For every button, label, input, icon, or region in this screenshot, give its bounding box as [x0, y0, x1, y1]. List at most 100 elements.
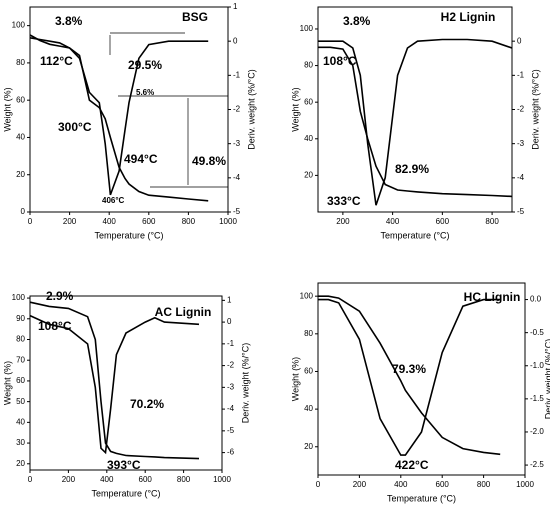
y-tick-label: 40 [304, 134, 313, 143]
x-tick-label: 200 [63, 217, 77, 226]
x-axis-label: Temperature (°C) [94, 230, 163, 240]
x-axis-label: Temperature (°C) [91, 488, 160, 498]
y2-axis-label: Deriv. weight (%/°C) [240, 343, 250, 423]
y-tick-label: 80 [16, 58, 25, 67]
y2-tick-label: -1.5 [530, 394, 544, 403]
y-tick-label: 40 [16, 417, 25, 426]
y-tick-label: 100 [12, 21, 26, 30]
y2-tick-label: -1 [233, 70, 241, 79]
annotation: 5.6% [136, 88, 154, 97]
annotation: 82.9% [395, 162, 429, 176]
x-tick-label: 600 [142, 217, 156, 226]
y-tick-label: 50 [16, 397, 25, 406]
y2-tick-label: -4 [517, 173, 525, 182]
plot-frame [317, 282, 526, 476]
y-tick-label: 90 [16, 314, 25, 323]
x-tick-label: 800 [477, 480, 491, 489]
x-tick-label: 600 [139, 475, 153, 484]
y2-tick-label: 1 [233, 2, 238, 11]
x-tick-label: 800 [485, 217, 499, 226]
annotation: 2.9% [46, 289, 74, 303]
y2-tick-label: -2 [517, 105, 525, 114]
annotation: 333°C [327, 194, 361, 208]
x-tick-label: 800 [177, 475, 191, 484]
y2-tick-label: -4 [233, 173, 241, 182]
x-tick-label: 200 [336, 217, 350, 226]
y2-tick-label: -2.0 [530, 427, 544, 436]
annotation: 494°C [124, 152, 158, 166]
annotation: 406°C [102, 196, 125, 205]
y-tick-label: 0 [21, 207, 26, 216]
y2-tick-label: -2.5 [530, 460, 544, 469]
y-tick-label: 30 [16, 438, 25, 447]
annotation: 108°C [38, 319, 72, 333]
y-tick-label: 20 [16, 170, 25, 179]
y2-tick-label: -1 [227, 339, 235, 348]
y2-tick-label: -1 [517, 70, 525, 79]
chart-title: HC Lignin [464, 290, 521, 304]
x-tick-label: 200 [62, 475, 76, 484]
data-line [29, 34, 209, 202]
y2-tick-label: -1.0 [530, 361, 544, 370]
y-axis-label: Weight (%) [290, 87, 300, 131]
x-tick-label: 1000 [219, 217, 237, 226]
y-axis-label: Weight (%) [2, 361, 12, 405]
data-line [29, 37, 209, 196]
chart-title: AC Lignin [155, 305, 212, 319]
y-tick-label: 100 [300, 291, 314, 300]
y-tick-label: 80 [304, 329, 313, 338]
chart-title: BSG [182, 10, 208, 24]
y2-tick-label: 0 [227, 317, 232, 326]
y-tick-label: 100 [12, 293, 26, 302]
x-tick-label: 0 [28, 217, 33, 226]
x-axis-label: Temperature (°C) [380, 230, 449, 240]
bsg-arrows [109, 32, 228, 188]
y2-tick-label: -5 [233, 207, 241, 216]
y2-tick-label: 0.0 [530, 295, 542, 304]
y-tick-label: 100 [300, 24, 314, 33]
annotation: 3.8% [55, 14, 83, 28]
plot-frame [317, 6, 513, 213]
plot-frame [29, 295, 223, 471]
y-axis-label: Weight (%) [290, 357, 300, 401]
data-line [29, 314, 200, 455]
y2-tick-label: -5 [517, 207, 525, 216]
annotation: 3.8% [343, 14, 371, 28]
x-tick-label: 0 [316, 480, 321, 489]
y-tick-label: 60 [304, 97, 313, 106]
x-tick-label: 1000 [213, 475, 231, 484]
data-line [318, 298, 501, 456]
y2-tick-label: 1 [227, 295, 232, 304]
data-line [318, 38, 513, 206]
y2-tick-label: -3 [517, 139, 525, 148]
y-tick-label: 60 [16, 95, 25, 104]
data-line [29, 301, 200, 460]
annotation: 393°C [107, 458, 141, 472]
y2-tick-label: -4 [227, 404, 235, 413]
annotation: 70.2% [130, 397, 164, 411]
y2-tick-label: -2 [233, 105, 241, 114]
chart-title: H2 Lignin [441, 10, 496, 24]
y-tick-label: 40 [16, 133, 25, 142]
x-tick-label: 0 [28, 475, 33, 484]
x-tick-label: 400 [394, 480, 408, 489]
y2-tick-label: -5 [227, 426, 235, 435]
y-tick-label: 20 [16, 459, 25, 468]
y-tick-label: 60 [16, 376, 25, 385]
annotation: 300°C [58, 120, 92, 134]
annotation: 112°C [40, 54, 73, 68]
x-tick-label: 200 [353, 480, 367, 489]
y2-axis-label: Deriv. weight (%/°C) [530, 69, 540, 149]
x-axis-label: Temperature (°C) [387, 493, 456, 503]
annotation: 79.3% [392, 362, 426, 376]
x-tick-label: 800 [182, 217, 196, 226]
y-tick-label: 70 [16, 355, 25, 364]
x-tick-label: 600 [436, 480, 450, 489]
y2-tick-label: -2 [227, 361, 235, 370]
x-tick-label: 400 [100, 475, 114, 484]
y-tick-label: 60 [304, 367, 313, 376]
y2-tick-label: 0 [233, 36, 238, 45]
y-tick-label: 20 [304, 442, 313, 451]
x-tick-label: 400 [386, 217, 400, 226]
